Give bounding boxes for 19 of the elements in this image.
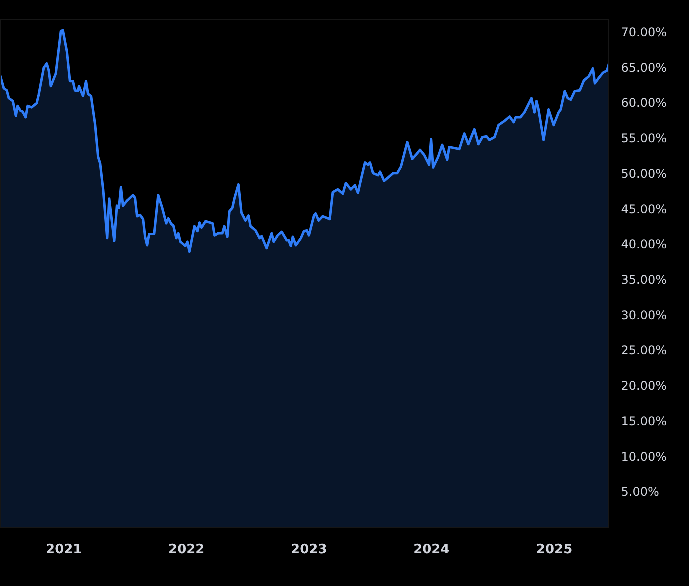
y-tick-label: 60.00%	[621, 96, 668, 110]
y-tick-label: 5.00%	[621, 485, 660, 500]
y-tick-label: 45.00%	[621, 202, 668, 216]
x-tick-label: 2024	[414, 542, 450, 558]
y-tick-label: 30.00%	[621, 308, 668, 322]
y-tick-label: 35.00%	[621, 272, 668, 287]
y-tick-label: 55.00%	[621, 132, 668, 146]
x-tick-label: 2023	[291, 542, 328, 558]
y-tick-label: 15.00%	[621, 414, 668, 428]
y-tick-label: 40.00%	[621, 238, 668, 252]
y-tick-label: 20.00%	[621, 379, 668, 394]
x-tick-label: 2022	[168, 542, 205, 558]
y-tick-label: 25.00%	[621, 344, 668, 358]
x-tick-label: 2025	[536, 542, 573, 558]
x-tick-label: 2021	[46, 542, 82, 558]
y-tick-label: 65.00%	[621, 60, 668, 75]
y-tick-label: 70.00%	[621, 25, 668, 40]
y-tick-label: 50.00%	[621, 166, 668, 181]
y-tick-label: 10.00%	[621, 450, 668, 464]
